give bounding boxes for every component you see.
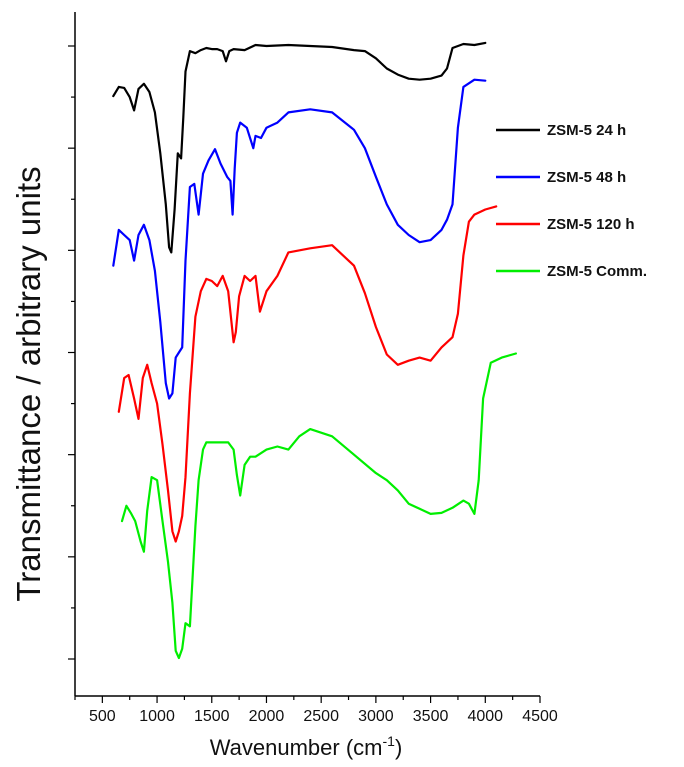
x-axis-label-sup: -1 — [383, 733, 396, 749]
legend-label: ZSM-5 120 h — [547, 216, 635, 233]
x-axis-label-main: Wavenumber (cm — [210, 735, 383, 760]
series-line-1 — [112, 41, 487, 254]
x-axis-label-close: ) — [395, 735, 402, 760]
y-ticks — [68, 45, 75, 660]
x-tick-label: 2500 — [303, 708, 339, 725]
x-tick-label: 1000 — [139, 708, 175, 725]
x-tick-label: 4500 — [522, 708, 558, 725]
x-tick-label: 2000 — [249, 708, 285, 725]
legend-label: ZSM-5 Comm. — [547, 263, 647, 280]
legend: ZSM-5 24 h ZSM-5 48 h ZSM-5 120 h ZSM-5 Com… — [496, 122, 647, 280]
x-tick-label: 4000 — [467, 708, 503, 725]
x-tick-label: 3500 — [413, 708, 449, 725]
series-line-4 — [120, 352, 517, 660]
x-tick-label: 500 — [89, 708, 116, 725]
y-axis-label: Transmittance / arbitrary units — [10, 166, 47, 601]
legend-label: ZSM-5 24 h — [547, 122, 626, 139]
x-tick-label: 1500 — [194, 708, 230, 725]
series-line-2 — [112, 78, 487, 400]
series-line-3 — [117, 205, 498, 543]
x-axis-label: Wavenumber (cm-1) — [210, 733, 403, 760]
legend-label: ZSM-5 48 h — [547, 169, 626, 186]
series-group — [112, 41, 517, 660]
axes — [74, 12, 540, 697]
x-tick-label: 3000 — [358, 708, 394, 725]
x-ticks: 500 1000 1500 2000 2500 3000 3500 4000 4500 — [74, 696, 558, 725]
